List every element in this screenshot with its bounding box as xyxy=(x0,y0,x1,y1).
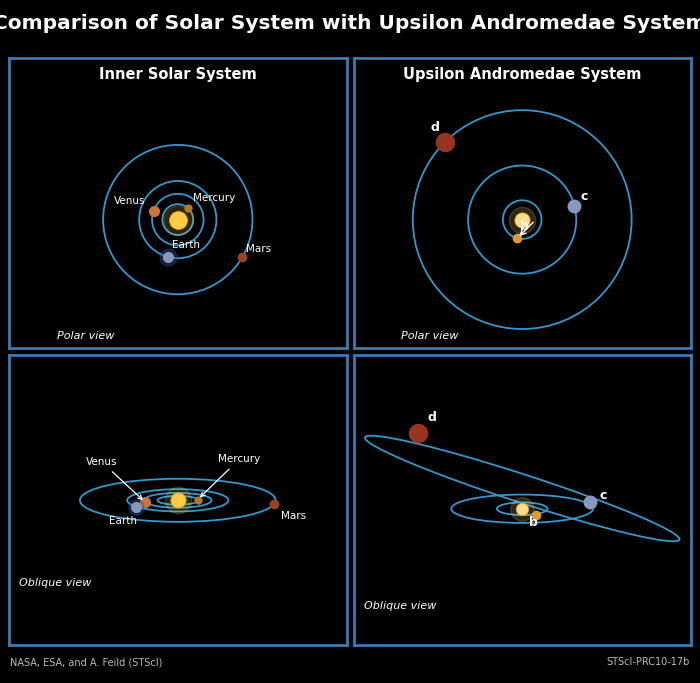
Text: NASA, ESA, and A. Feild (STScI): NASA, ESA, and A. Feild (STScI) xyxy=(10,657,163,667)
Text: b: b xyxy=(520,220,528,233)
Text: Mars: Mars xyxy=(281,511,306,521)
Text: Mercury: Mercury xyxy=(201,454,260,497)
Text: Inner Solar System: Inner Solar System xyxy=(99,67,257,82)
Text: Earth: Earth xyxy=(108,516,136,525)
Text: Venus: Venus xyxy=(114,195,146,206)
Text: Polar view: Polar view xyxy=(401,331,458,341)
Text: Oblique view: Oblique view xyxy=(363,601,436,611)
Text: c: c xyxy=(581,190,588,203)
Text: b: b xyxy=(529,516,538,529)
Text: STScI-PRC10-17b: STScI-PRC10-17b xyxy=(606,657,690,667)
Text: c: c xyxy=(600,488,607,501)
Text: Mercury: Mercury xyxy=(193,193,235,203)
Text: Mars: Mars xyxy=(246,245,272,254)
Text: Upsilon Andromedae System: Upsilon Andromedae System xyxy=(403,67,641,82)
Text: Oblique view: Oblique view xyxy=(19,578,92,587)
Text: Polar view: Polar view xyxy=(57,331,114,341)
Text: Comparison of Solar System with Upsilon Andromedae System: Comparison of Solar System with Upsilon … xyxy=(0,14,700,33)
Text: d: d xyxy=(430,122,440,135)
Text: Earth: Earth xyxy=(172,240,200,251)
Text: d: d xyxy=(428,411,437,424)
Text: Venus: Venus xyxy=(86,457,142,499)
